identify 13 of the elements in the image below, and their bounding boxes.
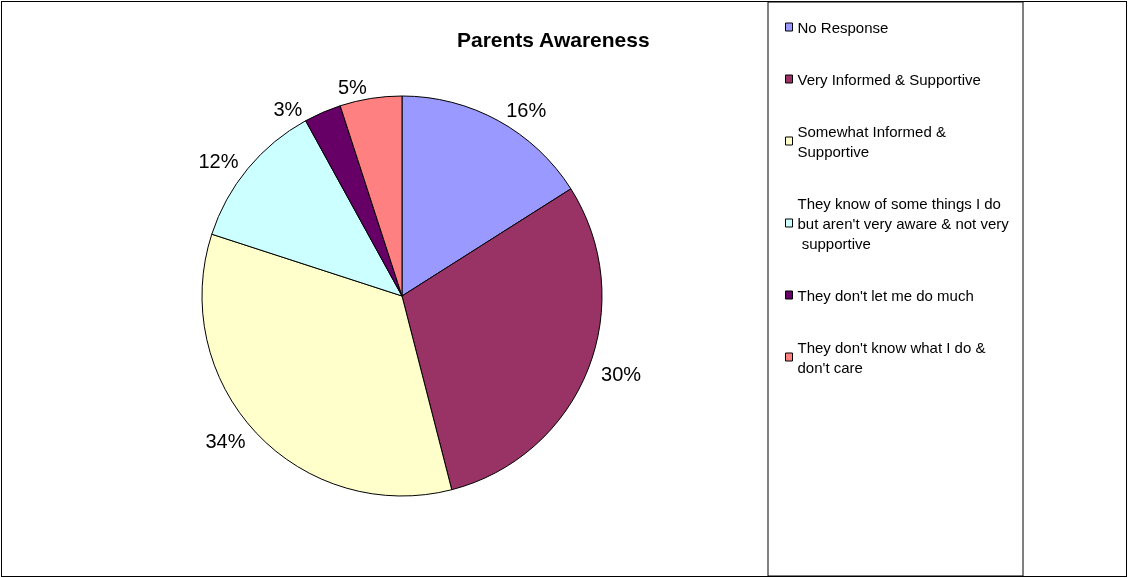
data-label: 34%: [205, 430, 246, 453]
data-label: 5%: [337, 75, 368, 98]
legend-label: Very Informed & Supportive: [797, 70, 981, 88]
legend-label: They don't let me do much: [797, 286, 974, 304]
data-label: 30%: [601, 363, 642, 386]
legend-label: They know of some things I do but aren't very aware & not very supportive: [797, 194, 1010, 252]
legend-label: They don't know what I do & don't care: [797, 338, 990, 376]
legend-label: Somewhat Informed & Supportive: [797, 122, 951, 160]
data-label: 16%: [506, 99, 547, 122]
data-label: 12%: [198, 149, 239, 172]
data-label: 3%: [273, 97, 303, 120]
legend-label: No Response: [797, 18, 889, 36]
text: Parents Awareness: [457, 28, 650, 51]
